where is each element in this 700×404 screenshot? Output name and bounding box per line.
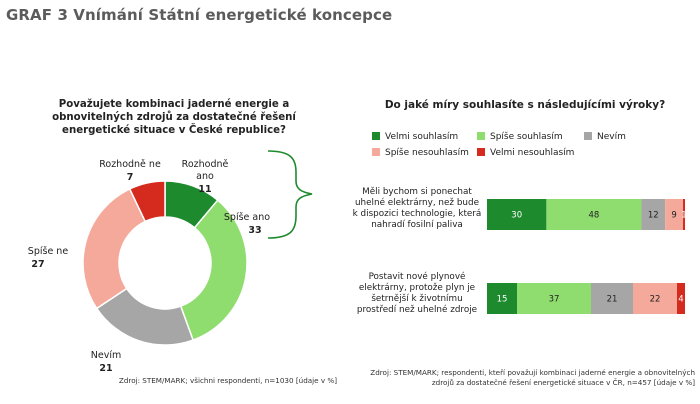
bar-segment (677, 283, 685, 314)
legend-swatch (372, 132, 380, 140)
bar-segment (633, 283, 677, 314)
donut-slice (82, 187, 147, 310)
bar-segment (546, 199, 642, 230)
legend-swatch (477, 132, 485, 140)
bar-source-line: Zdroj: STEM/MARK; respondenti, kteří pov… (370, 368, 695, 377)
legend-label: Velmi souhlasím (385, 132, 459, 142)
donut-slice-label: Nevím (91, 350, 121, 361)
bar-segment (487, 199, 547, 230)
bar-segment (487, 283, 517, 314)
legend-item: Spíše nesouhlasím (372, 148, 469, 158)
bar-segment-label: 1 (681, 211, 686, 221)
donut-slice-value: 33 (248, 225, 261, 236)
bar-segment-label: 37 (549, 295, 560, 305)
bar-category-label: Měli bychom si ponechat uhelné elektrárn… (352, 187, 482, 230)
donut-slice-value: 21 (99, 363, 112, 374)
bar-segment (517, 283, 591, 314)
bar-segment-label: 15 (497, 295, 508, 305)
bar-segment-label: 22 (650, 295, 661, 305)
donut-slice (179, 199, 248, 342)
bar-segment (665, 199, 684, 230)
bar-segment (591, 283, 633, 314)
connector-brace (267, 150, 313, 239)
donut-slice (128, 180, 166, 223)
legend-label: Nevím (597, 132, 626, 142)
legend-swatch (477, 148, 485, 156)
chart-title: GRAF 3 Vnímání Státní energetické koncep… (6, 6, 393, 24)
bar-segment-label: 21 (607, 295, 618, 305)
legend-item: Velmi souhlasím (372, 132, 458, 142)
donut-slice-label: Spíše ne (28, 246, 69, 257)
bar-segment (641, 199, 666, 230)
donut-slice-label: Rozhodně ano (182, 159, 229, 182)
donut-slice-label: Spíše ano (224, 212, 270, 223)
bar-segment-label: 48 (589, 211, 600, 221)
legend-item: Nevím (584, 132, 626, 142)
donut-slice-value: 11 (198, 184, 211, 195)
donut-source: Zdroj: STEM/MARK; všichni respondenti, n… (118, 376, 338, 385)
bar-segment (683, 199, 685, 230)
bar-segment-label: 4 (678, 295, 683, 305)
legend-item: Spíše souhlasím (477, 132, 563, 142)
bar-question: Do jaké míry souhlasíte s následujícími … (384, 99, 666, 111)
bar-source-line: zdrojů za dostatečné řešení energetické … (431, 378, 695, 387)
bar-segment-label: 9 (671, 211, 676, 221)
legend-label: Spíše nesouhlasím (385, 148, 469, 158)
donut-slice-value: 27 (31, 259, 44, 270)
donut-slice-value: 7 (127, 172, 134, 183)
bar-segment-label: 12 (648, 211, 659, 221)
legend-swatch (584, 132, 592, 140)
legend-label: Velmi nesouhlasím (490, 148, 575, 158)
legend-swatch (372, 148, 380, 156)
legend-item: Velmi nesouhlasím (477, 148, 574, 158)
bar-source: Zdroj: STEM/MARK; respondenti, kteří pov… (350, 368, 695, 388)
bar-category-label: Postavit nové plynové elektrárny, protož… (356, 272, 478, 315)
bar-segment-label: 30 (511, 211, 522, 221)
donut-question: Považujete kombinaci jaderné energie a o… (52, 99, 296, 136)
legend-label: Spíše souhlasím (490, 132, 563, 142)
donut-slice-label: Rozhodně ne (99, 159, 161, 170)
